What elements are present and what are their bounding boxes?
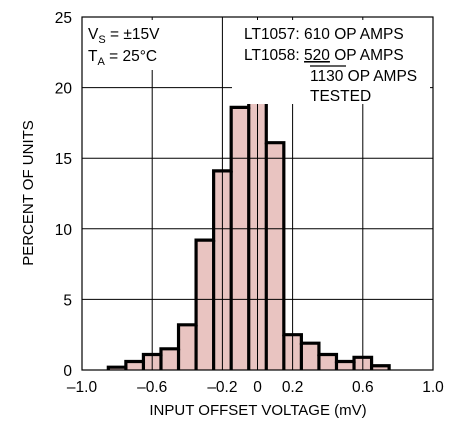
histogram-bar (318, 354, 337, 370)
x-tick-label: –0.2 (207, 379, 237, 396)
x-tick-label: –0.6 (137, 379, 167, 396)
histogram-bar (336, 361, 355, 370)
x-tick-label: –1.0 (67, 379, 98, 396)
bars-group (108, 69, 390, 371)
y-tick-label: 5 (63, 292, 72, 309)
histogram-bar (371, 365, 390, 370)
x-axis-label: INPUT OFFSET VOLTAGE (mV) (149, 402, 366, 419)
histogram-bar (231, 107, 249, 371)
tested-label: TESTED (310, 88, 371, 105)
histogram-bar (301, 343, 319, 370)
x-tick-label: 0.6 (352, 379, 374, 396)
y-tick-label: 20 (55, 81, 73, 98)
plot-frame (81, 16, 434, 371)
y-tick-labels: 0 5 10 15 20 25 (55, 10, 73, 380)
histogram-bar (160, 348, 179, 370)
histogram-bar (125, 361, 144, 370)
histogram-bar (266, 142, 284, 370)
x-tick-label: 1.0 (422, 379, 444, 396)
x-tick-labels: –1.0 –0.6 –0.2 0 0.2 0.6 1.0 (67, 379, 444, 396)
y-tick-label: 15 (55, 151, 72, 168)
x-tick-label: 0.2 (282, 379, 304, 396)
conditions-box (84, 20, 172, 70)
sample-count-box (232, 20, 430, 104)
histogram-bar (178, 324, 197, 370)
x-tick-label: 0 (253, 379, 262, 396)
y-tick-label: 0 (63, 363, 72, 380)
histogram-outline-group (106, 67, 391, 370)
supply-voltage-annotation: VS = ±15V (88, 26, 160, 46)
lt1057-count-label: LT1057: 610 OP AMPS (244, 26, 404, 43)
temperature-annotation: TA = 25°C (88, 48, 157, 68)
y-axis-label: PERCENT OF UNITS (20, 120, 37, 266)
lt1058-count-label: LT1058: 520 OP AMPS (244, 47, 404, 64)
y-tick-label: 25 (55, 10, 72, 27)
y-tick-label: 10 (55, 222, 73, 239)
total-count-label: 1130 OP AMPS (310, 68, 417, 85)
histogram-bar (196, 240, 214, 370)
